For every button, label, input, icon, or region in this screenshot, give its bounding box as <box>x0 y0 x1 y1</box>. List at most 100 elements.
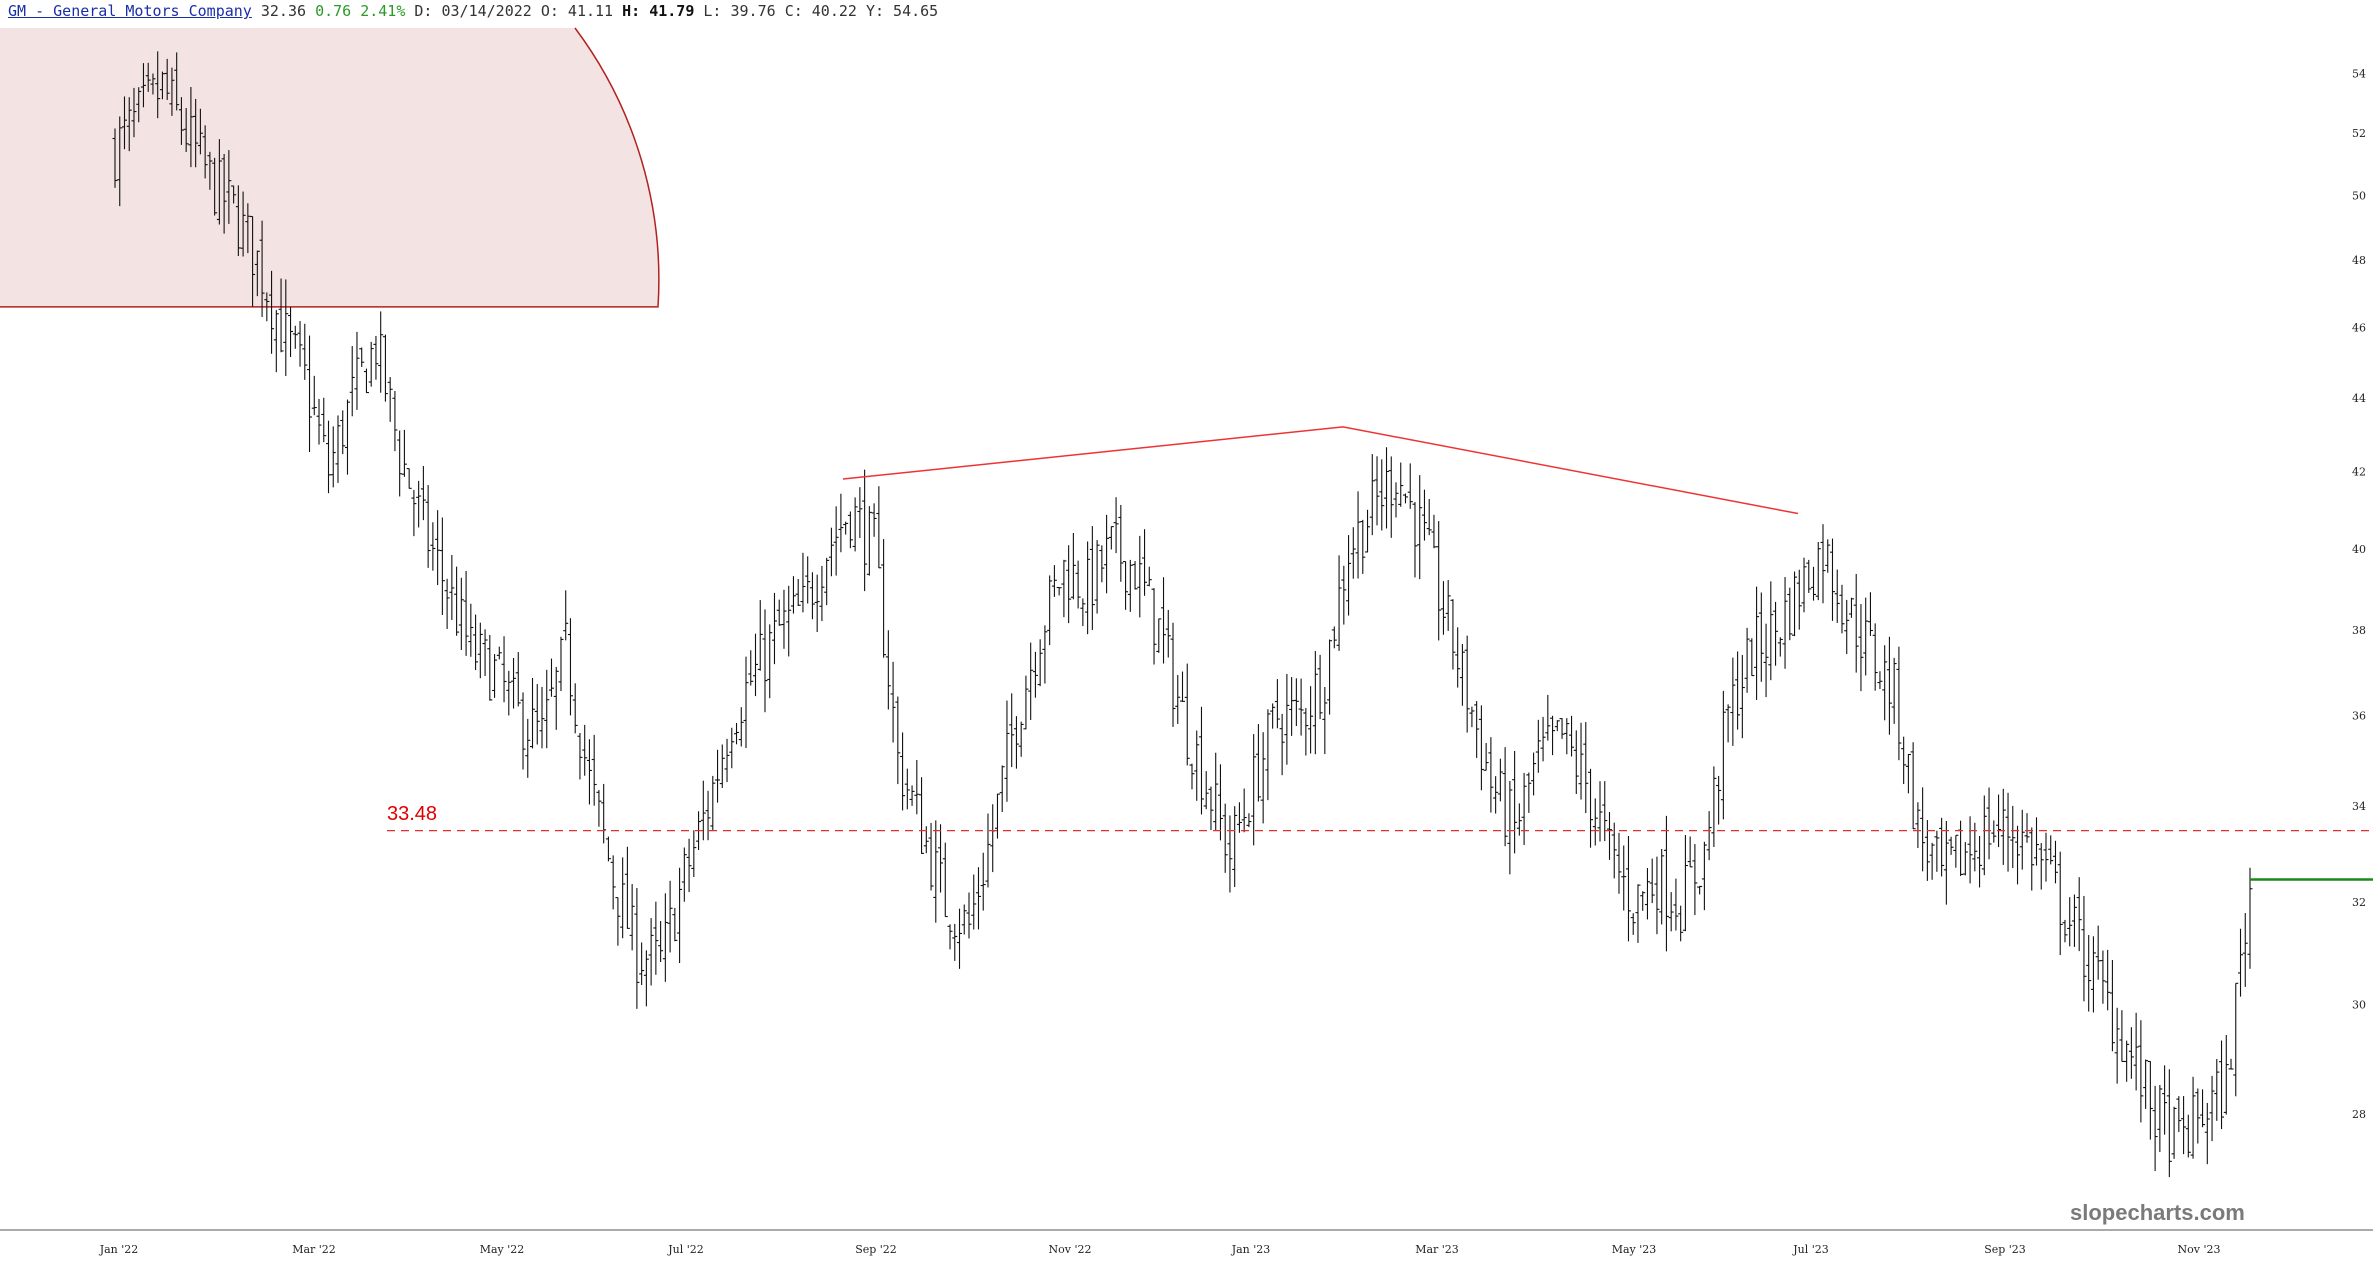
ohlc-bar <box>2133 1012 2139 1091</box>
ohlc-bar <box>207 151 213 190</box>
ohlc-bar <box>387 377 393 422</box>
ohlc-bar <box>2223 1035 2229 1115</box>
ohlc-bar <box>1384 447 1390 529</box>
ohlc-bar <box>1417 475 1423 580</box>
ohlc-bar <box>302 323 308 380</box>
ohlc-bar <box>1758 592 1764 682</box>
ohlc-bar <box>881 539 887 658</box>
ohlc-bar <box>1706 811 1712 861</box>
annotation-lines-layer <box>387 426 2373 881</box>
ohlc-bar <box>2166 1069 2172 1178</box>
ohlc-bar <box>838 493 844 553</box>
ohlc-bar <box>2185 1114 2191 1158</box>
ohlc-bar <box>975 867 981 930</box>
ohlc-bar <box>1981 795 1987 876</box>
ohlc-bar <box>416 480 422 528</box>
ohlc-bar <box>548 658 554 697</box>
ohlc-bar <box>363 368 369 394</box>
ohlc-bar <box>492 654 498 698</box>
ohlc-bar <box>1018 721 1024 757</box>
ohlc-bar <box>1379 459 1385 531</box>
ohlc-bar <box>653 901 659 975</box>
ohlc-bar <box>1279 713 1285 776</box>
ohlc-bar <box>2095 925 2101 980</box>
ohlc-bar <box>1796 569 1802 630</box>
ohlc-bar <box>1407 463 1413 509</box>
ohlc-bar <box>700 780 706 841</box>
ohlc-bar <box>1009 693 1015 768</box>
ohlc-bar <box>1659 848 1665 925</box>
ohlc-bar <box>1630 913 1636 935</box>
ohlc-bar <box>330 426 336 488</box>
x-tick-label: Jul '22 <box>667 1243 704 1256</box>
ohlc-bar <box>1227 815 1233 893</box>
ohlc-bar <box>1877 671 1883 690</box>
ohlc-bar <box>938 824 944 893</box>
ohlc-bar <box>1564 718 1570 755</box>
ohlc-bar <box>994 793 1000 839</box>
ohlc-bar <box>1270 703 1276 729</box>
ohlc-bar <box>1028 642 1034 720</box>
ohlc-bar <box>904 768 910 810</box>
x-tick-label: Sep '23 <box>1984 1243 2026 1256</box>
y-tick-label: 38 <box>2352 624 2366 637</box>
ohlc-bar <box>1089 526 1095 630</box>
ohlc-bar <box>1274 679 1280 729</box>
ohlc-bar <box>1184 663 1190 766</box>
ohlc-bar <box>496 646 502 660</box>
ohlc-bar <box>2124 1040 2130 1082</box>
ohlc-bar <box>933 820 939 923</box>
ohlc-bar <box>809 572 815 620</box>
ohlc-bar <box>1962 842 1968 876</box>
ohlc-bar <box>1801 557 1807 613</box>
ohlc-bar <box>1203 771 1209 810</box>
ohlc-bar <box>909 785 915 806</box>
ohlc-bar <box>511 657 517 709</box>
ohlc-bar <box>1094 540 1100 614</box>
ohlc-bar <box>753 633 758 697</box>
ohlc-bar <box>790 576 796 614</box>
ohlc-bar <box>1289 677 1295 736</box>
ohlc-bar <box>1934 830 1940 872</box>
ohlc-bar <box>2204 1102 2210 1165</box>
ohlc-bar <box>2195 1088 2201 1144</box>
ohlc-bar <box>235 185 241 257</box>
y-tick-label: 42 <box>2352 465 2366 478</box>
ohlc-bar <box>914 759 920 815</box>
ohlc-bar <box>1834 569 1840 623</box>
ohlc-bar <box>1867 592 1873 636</box>
ohlc-bar <box>2081 895 2087 1002</box>
ohlc-bar <box>2100 950 2106 1004</box>
ohlc-bar <box>401 429 407 477</box>
ohlc-bar <box>1341 565 1347 625</box>
ohlc-bar <box>2219 1040 2225 1130</box>
ohlc-bar <box>1948 836 1954 855</box>
ohlc-bar <box>1232 806 1238 888</box>
ohlc-bar <box>2176 1096 2182 1133</box>
ohlc-bar <box>1156 618 1162 653</box>
ohlc-bar <box>999 765 1005 812</box>
ohlc-bar <box>378 311 384 393</box>
ohlc-bar <box>1085 541 1091 635</box>
ohlc-bar <box>876 486 882 569</box>
ohlc-bar <box>2233 982 2239 1097</box>
ohlc-bar <box>1260 732 1266 824</box>
ohlc-bar <box>1597 781 1603 842</box>
ohlc-bar <box>1293 678 1299 727</box>
ohlc-bar <box>439 517 445 616</box>
ohlc-bar <box>748 650 754 686</box>
ohlc-bar <box>1512 750 1518 854</box>
ohlc-bar <box>1611 822 1617 879</box>
ohlc-bar <box>1640 891 1646 911</box>
x-tick-label: Mar '23 <box>1415 1243 1459 1256</box>
ohlc-bar <box>1004 700 1010 802</box>
ohlc-bar <box>1725 704 1731 743</box>
ohlc-bar <box>1222 803 1228 873</box>
symbol-link[interactable]: GM - General Motors Company <box>8 2 252 20</box>
ohlc-bar <box>658 921 664 963</box>
ohlc-bar <box>1426 499 1432 536</box>
ohlc-bar <box>525 718 531 778</box>
ohlc-bar <box>1521 772 1527 845</box>
x-tick-label: Sep '22 <box>855 1243 897 1256</box>
